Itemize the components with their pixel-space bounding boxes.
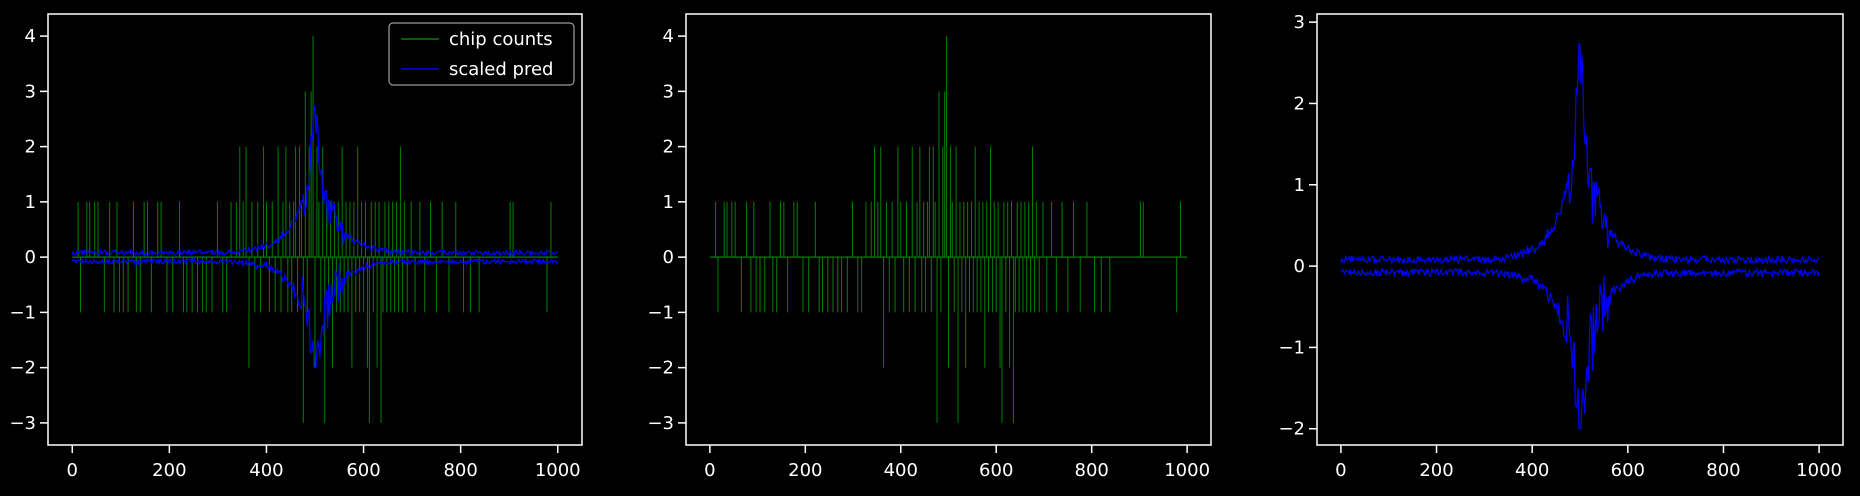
y-tick-label: 4 — [25, 26, 36, 47]
y-tick-label: 1 — [663, 192, 674, 213]
x-tick-label: 600 — [1611, 460, 1645, 481]
x-tick-label: 200 — [1419, 460, 1453, 481]
x-tick-label: 800 — [1075, 460, 1109, 481]
y-tick-label: 2 — [663, 137, 674, 158]
x-tick-label: 400 — [884, 460, 918, 481]
y-tick-label: 3 — [25, 81, 36, 102]
y-tick-label: 0 — [1294, 256, 1305, 277]
x-tick-label: 600 — [979, 460, 1013, 481]
y-tick-label: 0 — [663, 247, 674, 268]
y-tick-label: 2 — [25, 137, 36, 158]
y-tick-label: −3 — [647, 413, 674, 434]
x-tick-label: 200 — [152, 460, 186, 481]
y-tick-label: −2 — [9, 358, 36, 379]
x-tick-label: 400 — [249, 460, 283, 481]
legend-chip-counts-label: chip counts — [449, 29, 553, 50]
scaled-pred-upper-line — [1340, 42, 1820, 266]
y-tick-label: −1 — [9, 302, 36, 323]
scaled-pred-upper-line — [71, 105, 558, 258]
y-tick-label: −1 — [647, 302, 674, 323]
left-chart-panel: 0 200 400 600 800 1000 −3 −2 −1 0 1 2 3 4 chip counts s… — [9, 13, 583, 481]
x-tick-label: 800 — [443, 460, 477, 481]
y-tick-label: 3 — [1294, 12, 1305, 33]
y-tick-label: 0 — [25, 247, 36, 268]
legend-scaled-pred-label: scaled pred — [449, 59, 553, 80]
x-tick-label: 1000 — [535, 460, 581, 481]
y-tick-label: −1 — [1278, 337, 1305, 358]
x-tick-label: 600 — [346, 460, 380, 481]
y-tick-label: −2 — [1278, 419, 1305, 440]
x-tick-label: 200 — [788, 460, 822, 481]
y-tick-label: 2 — [1294, 93, 1305, 114]
axes-frame — [1316, 13, 1844, 446]
x-tick-label: 400 — [1515, 460, 1549, 481]
y-tick-label: −3 — [9, 413, 36, 434]
x-tick-label: 1000 — [1796, 460, 1842, 481]
right-chart-panel: 0 200 400 600 800 1000 −2 −1 0 1 2 3 — [1278, 12, 1844, 481]
middle-chart-panel: 0 200 400 600 800 1000 −3 −2 −1 0 1 2 3 4 — [647, 13, 1212, 481]
scaled-pred-lower-line — [71, 257, 559, 369]
x-tick-label: 0 — [1335, 460, 1346, 481]
y-tick-label: −2 — [647, 358, 674, 379]
x-tick-label: 0 — [704, 460, 715, 481]
y-tick-label: 4 — [663, 26, 674, 47]
scaled-pred-lower-line — [1340, 267, 1820, 430]
x-tick-label: 800 — [1706, 460, 1740, 481]
x-tick-label: 0 — [67, 460, 78, 481]
y-tick-label: 1 — [1294, 175, 1305, 196]
y-tick-label: 3 — [663, 81, 674, 102]
axes-frame — [685, 13, 1212, 446]
x-tick-label: 1000 — [1164, 460, 1210, 481]
y-tick-label: 1 — [25, 192, 36, 213]
axes-frame — [47, 13, 583, 446]
